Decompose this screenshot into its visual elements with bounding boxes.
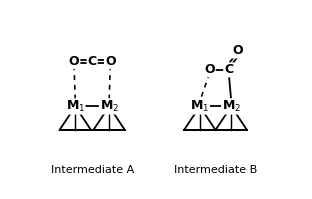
Text: M$_1$: M$_1$ xyxy=(66,99,85,114)
Text: O: O xyxy=(232,45,243,58)
Text: O: O xyxy=(105,55,116,68)
Text: Intermediate A: Intermediate A xyxy=(51,165,134,175)
Text: M$_2$: M$_2$ xyxy=(222,99,241,114)
Text: M$_2$: M$_2$ xyxy=(100,99,119,114)
Text: O: O xyxy=(204,63,215,76)
Text: C: C xyxy=(88,55,97,68)
Text: M$_1$: M$_1$ xyxy=(190,99,209,114)
Text: Intermediate B: Intermediate B xyxy=(174,165,257,175)
Text: O: O xyxy=(69,55,79,68)
Text: C: C xyxy=(224,63,233,76)
